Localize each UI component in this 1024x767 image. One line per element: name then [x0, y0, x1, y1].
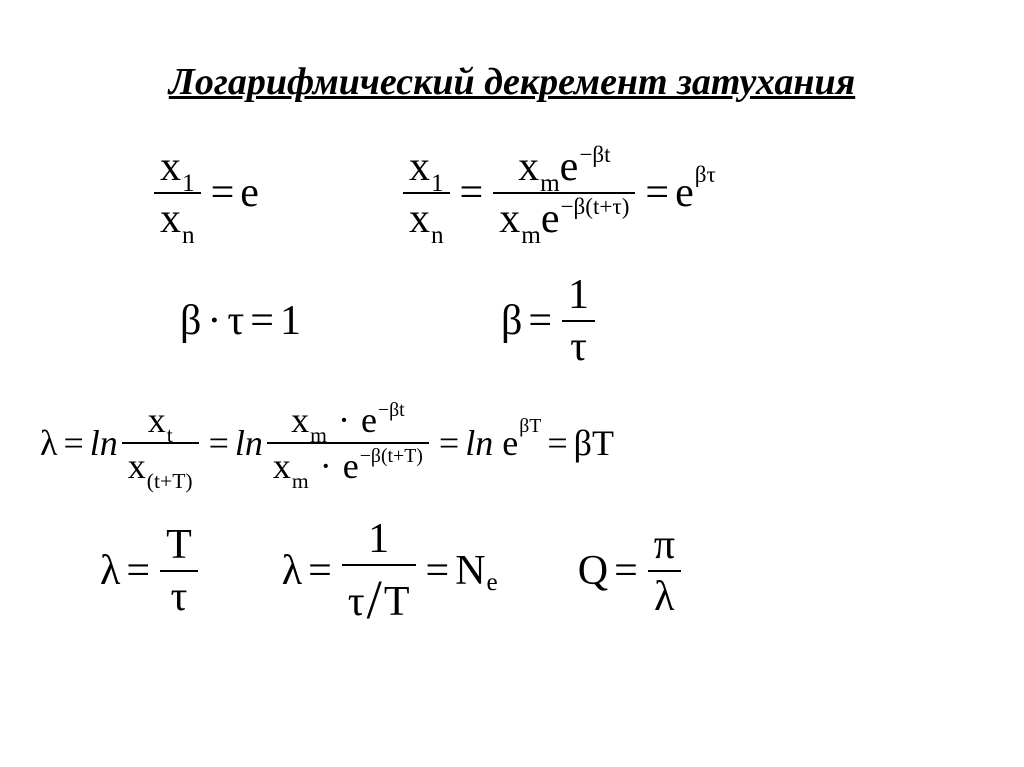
eq-beta-1tau: β= 1 τ [501, 272, 599, 370]
equation-row-1: x1 xn = e x1 xn = xme−βt xme−β(t+τ) [150, 144, 964, 242]
eq-lambda-Ttau: λ= T τ [100, 522, 202, 620]
page-title: Логарифмический декремент затухания [60, 60, 964, 104]
equation-row-4: λ= T τ λ= 1 τ/T = Ne Q= π λ [100, 516, 964, 627]
eq-x1xn-e: x1 xn = e [150, 144, 259, 242]
eq-x1xn-expand: x1 xn = xme−βt xme−β(t+τ) = eβτ [399, 144, 716, 242]
eq-lambda-ln: λ= ln xt x(t+T) = ln xm · e−βt xm · e−β( [40, 400, 614, 486]
eq-Q-pilambda: Q= π λ [578, 522, 685, 620]
equation-row-2: β·τ =1 β= 1 τ [180, 272, 964, 370]
eq-btau-1: β·τ =1 [180, 300, 301, 342]
equation-row-3: λ= ln xt x(t+T) = ln xm · e−βt xm · e−β( [40, 400, 964, 486]
eq-lambda-Ne: λ= 1 τ/T = Ne [282, 516, 498, 627]
